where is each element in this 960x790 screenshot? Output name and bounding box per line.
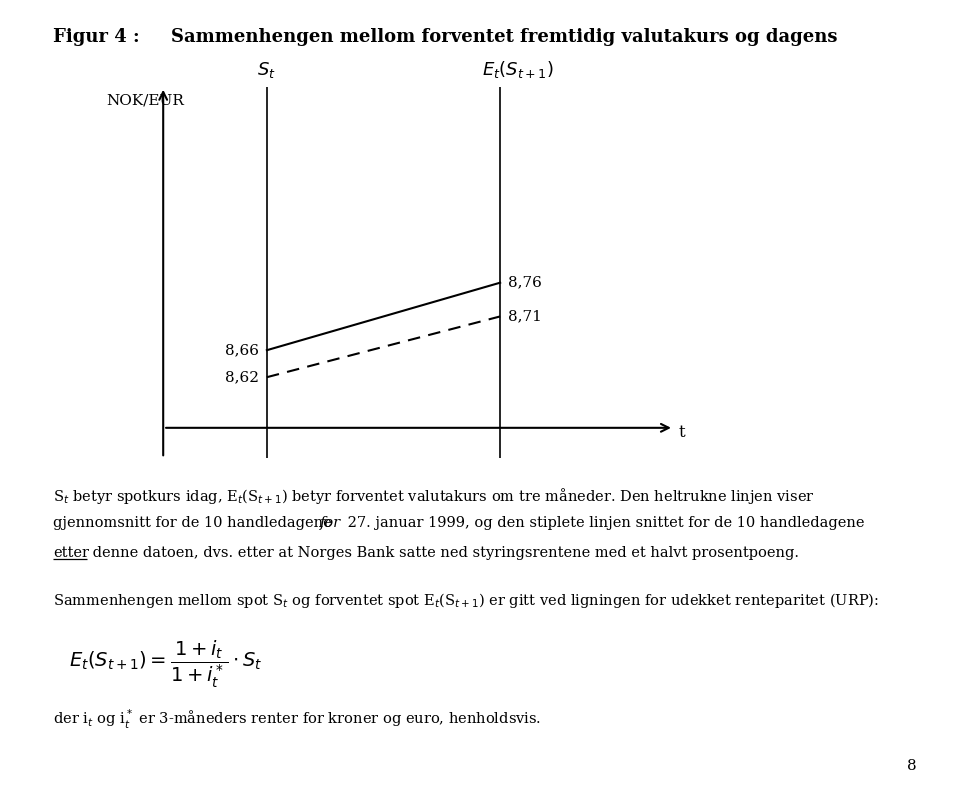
Text: 8,76: 8,76: [508, 276, 541, 290]
Text: gjennomsnitt for de 10 handledagene: gjennomsnitt for de 10 handledagene: [53, 516, 336, 530]
Text: 8: 8: [907, 758, 917, 773]
Text: $E_t(S_{t+1}) = \dfrac{1+i_t}{1+i_t^*} \cdot S_t$: $E_t(S_{t+1}) = \dfrac{1+i_t}{1+i_t^*} \…: [69, 639, 262, 690]
Text: 8,62: 8,62: [225, 371, 259, 384]
Text: Sammenhengen mellom spot S$_t$ og forventet spot E$_t$(S$_{t+1}$) er gitt ved li: Sammenhengen mellom spot S$_t$ og forven…: [53, 591, 878, 610]
Text: 27. januar 1999, og den stiplete linjen snittet for de 10 handledagene: 27. januar 1999, og den stiplete linjen …: [343, 516, 864, 530]
Text: $E_t(S_{t+1})$: $E_t(S_{t+1})$: [483, 59, 554, 80]
Text: etter: etter: [53, 546, 88, 560]
Text: Sammenhengen mellom forventet fremtidig valutakurs og dagens: Sammenhengen mellom forventet fremtidig …: [171, 28, 837, 46]
Text: $S_t$: $S_t$: [257, 60, 276, 80]
Text: 8,71: 8,71: [508, 310, 541, 323]
Text: der i$_t$ og i$_t^*$ er 3-måneders renter for kroner og euro, henholdsvis.: der i$_t$ og i$_t^*$ er 3-måneders rente…: [53, 708, 541, 732]
Text: Figur 4 :: Figur 4 :: [53, 28, 139, 46]
Text: for: for: [321, 516, 342, 530]
Text: NOK/EUR: NOK/EUR: [107, 94, 184, 107]
Text: t: t: [679, 424, 685, 441]
Text: 8,66: 8,66: [225, 343, 259, 357]
Text: S$_t$ betyr spotkurs idag, E$_t$(S$_{t+1}$) betyr forventet valutakurs om tre må: S$_t$ betyr spotkurs idag, E$_t$(S$_{t+1…: [53, 486, 814, 506]
Text: denne datoen, dvs. etter at Norges Bank satte ned styringsrentene med et halvt p: denne datoen, dvs. etter at Norges Bank …: [88, 546, 800, 560]
